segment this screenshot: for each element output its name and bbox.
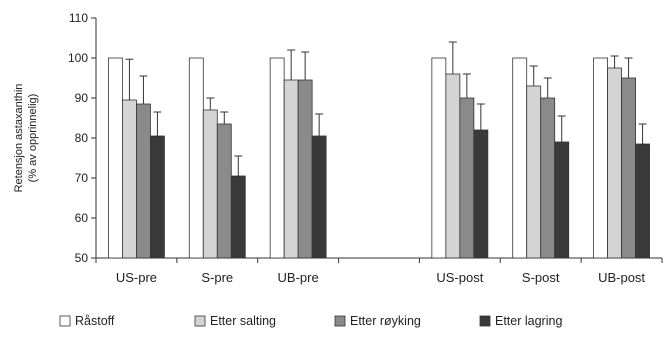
bar — [635, 143, 650, 259]
y-axis-title-line: (% av opprinnelig) — [27, 94, 39, 183]
y-tick-label: 80 — [75, 131, 89, 145]
x-category-label: UB-post — [598, 270, 645, 285]
legend-label: Etter lagring — [495, 314, 562, 328]
bar — [297, 79, 313, 259]
y-tick-label: 70 — [75, 171, 89, 185]
bar — [526, 85, 542, 259]
bar — [593, 57, 608, 259]
bar — [122, 99, 137, 259]
bar — [607, 67, 622, 259]
legend-swatch — [59, 315, 71, 327]
bar — [283, 79, 299, 259]
x-axis-labels: US-pre S-pre UB-pre US-post S-post UB-post — [116, 270, 646, 285]
legend-swatch — [334, 315, 346, 327]
bar — [269, 57, 285, 259]
bar — [540, 97, 556, 259]
bar — [431, 57, 447, 259]
bar — [512, 57, 528, 259]
bar — [136, 103, 151, 259]
bar — [188, 57, 204, 259]
bar — [311, 135, 327, 259]
y-tick-label: 50 — [75, 251, 89, 265]
x-category-label: US-pre — [116, 270, 157, 285]
x-category-label: UB-pre — [278, 270, 319, 285]
x-category-label: S-pre — [201, 270, 233, 285]
bar — [202, 109, 218, 259]
legend-label: Råstoff — [75, 314, 115, 328]
bar — [108, 57, 123, 259]
x-category-label: US-post — [436, 270, 483, 285]
y-tick-label: 100 — [68, 51, 88, 65]
bar — [445, 73, 461, 259]
bar — [554, 141, 570, 259]
y-tick-label: 90 — [75, 91, 89, 105]
legend-swatch — [194, 315, 206, 327]
bar — [621, 77, 636, 259]
x-category-label: S-post — [522, 270, 560, 285]
legend-label: Etter røyking — [350, 314, 421, 328]
bar — [473, 129, 489, 259]
y-tick-label: 110 — [69, 11, 88, 25]
bar — [150, 135, 165, 259]
legend-label: Etter salting — [210, 314, 276, 328]
y-axis-title: Retensjon astaxanthin (% av opprinnelig) — [13, 84, 39, 193]
y-tick-label: 60 — [75, 211, 89, 225]
legend-swatch — [479, 315, 491, 327]
bar — [459, 97, 475, 259]
bars — [108, 41, 650, 259]
bar — [216, 123, 232, 259]
legend: Råstoff Etter salting Etter røyking Etter l… — [59, 314, 562, 328]
y-axis-title-line: Retensjon astaxanthin — [13, 84, 25, 193]
bar — [230, 175, 246, 259]
